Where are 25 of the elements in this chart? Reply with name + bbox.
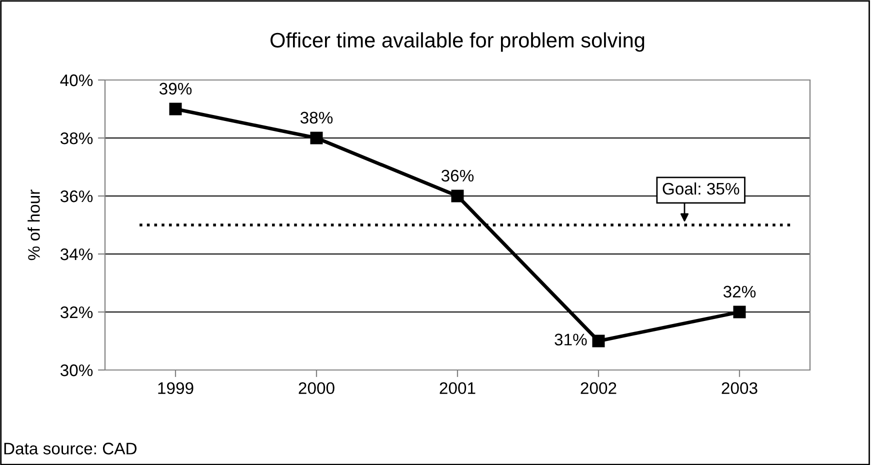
x-tick-label: 2001 — [440, 382, 476, 394]
source-note: Data source: CAD — [4, 442, 137, 454]
chart-title: Officer time available for problem solving — [270, 32, 644, 52]
data-label: 36% — [441, 170, 474, 182]
point — [310, 132, 323, 144]
y-axis-title: % of hour — [28, 190, 40, 260]
data-label: 38% — [300, 112, 333, 124]
x-tick-label: 2000 — [298, 382, 334, 394]
y-tick-label: 38% — [60, 132, 93, 144]
y-tick-label: 40% — [60, 74, 93, 86]
point — [451, 190, 464, 202]
y-tick-label: 34% — [60, 248, 93, 260]
y-tick-label: 36% — [60, 190, 93, 202]
ref-line-label: Goal: 35% — [662, 182, 740, 195]
data-label: 31% — [554, 334, 587, 346]
point — [592, 334, 605, 348]
data-label: 32% — [723, 286, 756, 298]
point — [169, 102, 182, 116]
x-tick-label: 1999 — [158, 382, 194, 394]
data-label: 39% — [159, 82, 192, 95]
x-tick-label: 2002 — [580, 382, 616, 394]
point — [733, 306, 746, 318]
y-tick-label: 32% — [60, 306, 93, 318]
y-tick-label: 30% — [60, 364, 93, 376]
x-tick-label: 2003 — [722, 382, 758, 394]
